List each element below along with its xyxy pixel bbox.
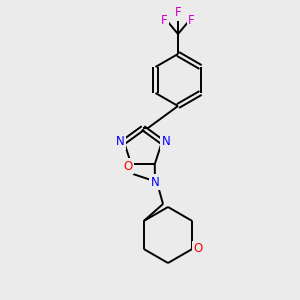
Text: N: N: [151, 176, 159, 188]
Text: N: N: [116, 135, 124, 148]
Text: O: O: [194, 242, 203, 256]
Text: F: F: [175, 7, 181, 20]
Text: N: N: [162, 135, 170, 148]
Text: O: O: [124, 160, 133, 173]
Text: F: F: [161, 14, 168, 27]
Text: F: F: [188, 14, 195, 27]
